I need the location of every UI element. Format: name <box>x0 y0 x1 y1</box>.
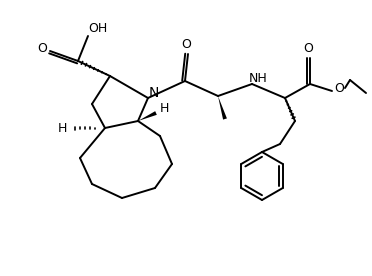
Text: NH: NH <box>248 71 267 84</box>
Text: O: O <box>303 41 313 54</box>
Text: O: O <box>181 38 191 51</box>
Text: O: O <box>37 43 47 55</box>
Polygon shape <box>218 96 227 120</box>
Text: N: N <box>149 86 159 100</box>
Text: O: O <box>334 83 344 95</box>
Text: OH: OH <box>89 23 108 36</box>
Text: H: H <box>159 102 169 115</box>
Polygon shape <box>138 111 157 121</box>
Text: H: H <box>57 121 67 134</box>
